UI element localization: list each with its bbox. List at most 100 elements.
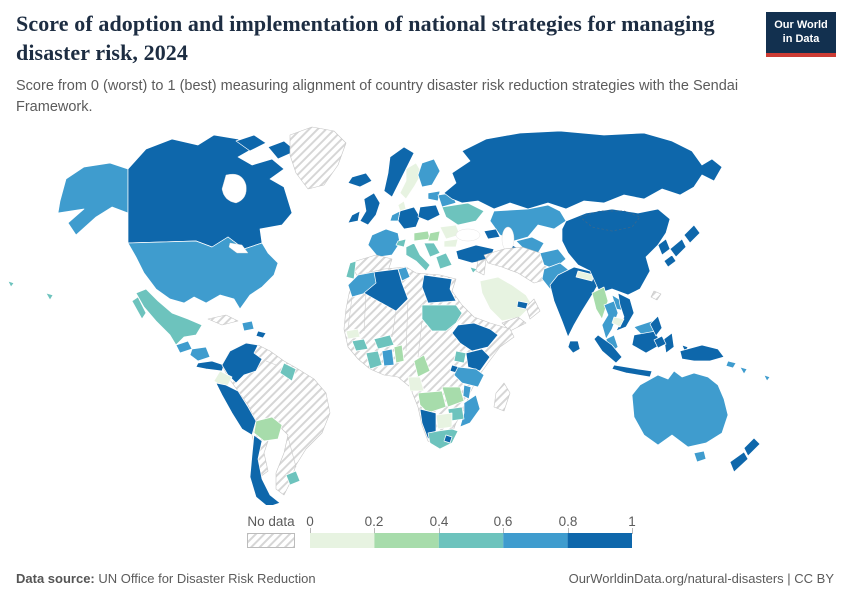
owid-logo[interactable]: Our World in Data	[766, 12, 836, 57]
country-hungary[interactable]	[427, 230, 441, 242]
legend-bin-2[interactable]	[374, 533, 439, 548]
country-zambia[interactable]	[441, 386, 465, 408]
country-papua-new-guinea[interactable]	[679, 344, 725, 362]
legend-tick-mark	[374, 528, 375, 534]
attribution-link[interactable]: OurWorldinData.org/natural-disasters | C…	[568, 571, 834, 586]
country-united-states[interactable]	[127, 236, 279, 310]
country-vietnam[interactable]	[615, 292, 635, 332]
country-thailand[interactable]	[601, 300, 619, 340]
country-china[interactable]	[561, 208, 671, 296]
country-uganda[interactable]	[453, 350, 467, 364]
africa-internal-borders	[265, 292, 423, 468]
country-gabon-congo[interactable]	[407, 376, 425, 392]
country-united-kingdom[interactable]	[359, 192, 381, 226]
country-madagascar[interactable]	[493, 382, 511, 412]
country-tanzania[interactable]	[453, 366, 485, 388]
country-canada[interactable]	[127, 134, 293, 250]
legend-bin-5[interactable]	[567, 533, 632, 548]
country-western-balkans[interactable]	[423, 242, 441, 258]
country-uae-qatar[interactable]	[516, 300, 529, 310]
country-tunisia[interactable]	[397, 266, 411, 282]
country-russia[interactable]	[443, 130, 723, 210]
country-taiwan[interactable]	[650, 290, 662, 301]
data-source-text: UN Office for Disaster Risk Reduction	[98, 571, 316, 586]
country-cyprus[interactable]	[469, 266, 478, 274]
country-norway[interactable]	[383, 146, 415, 198]
country-oman[interactable]	[525, 298, 541, 320]
legend-bin-4[interactable]	[503, 533, 568, 548]
country-egypt[interactable]	[421, 274, 457, 304]
country-sri-lanka[interactable]	[567, 340, 581, 354]
country-germany[interactable]	[397, 206, 421, 230]
country-japan[interactable]	[663, 224, 701, 268]
pacific-island-specks[interactable]	[7, 280, 54, 301]
country-new-zealand[interactable]	[729, 437, 761, 473]
country-senegal[interactable]	[345, 328, 361, 340]
legend-tick-0-2: 0.2	[364, 514, 384, 529]
country-solomon-islands[interactable]	[725, 360, 748, 375]
country-canada-arctic-islands[interactable]	[235, 134, 297, 160]
country-nicaragua-honduras[interactable]	[189, 346, 211, 362]
country-cambodia[interactable]	[611, 316, 625, 328]
country-benelux[interactable]	[389, 210, 401, 222]
country-myanmar[interactable]	[591, 286, 609, 320]
country-nepal[interactable]	[575, 270, 595, 282]
country-costa-rica-panama[interactable]	[195, 360, 225, 372]
country-botswana[interactable]	[435, 412, 453, 430]
country-ethiopia[interactable]	[451, 322, 499, 352]
country-mexico[interactable]	[131, 288, 203, 346]
country-kenya[interactable]	[465, 348, 491, 372]
country-cuba[interactable]	[207, 314, 239, 326]
country-burkina-faso[interactable]	[373, 334, 395, 350]
country-guyana[interactable]	[279, 362, 297, 382]
legend-color-bar[interactable]	[310, 533, 632, 548]
country-sudan[interactable]	[421, 304, 463, 332]
country-caucasus[interactable]	[483, 228, 501, 240]
country-colombia[interactable]	[221, 342, 263, 384]
country-mozambique[interactable]	[459, 394, 481, 428]
country-chile[interactable]	[249, 434, 281, 508]
country-bulgaria[interactable]	[443, 238, 459, 248]
country-saudi-arabia[interactable]	[479, 276, 533, 322]
country-poland[interactable]	[417, 204, 441, 222]
region-levant-no-data[interactable]	[475, 258, 487, 276]
country-france[interactable]	[367, 228, 401, 258]
country-peru[interactable]	[215, 382, 257, 436]
country-india[interactable]	[549, 266, 601, 338]
country-angola[interactable]	[417, 390, 447, 414]
country-greenland[interactable]	[289, 126, 347, 190]
country-switzerland[interactable]	[395, 238, 407, 248]
legend-tick-mark	[439, 528, 440, 534]
country-mongolia[interactable]	[579, 210, 641, 232]
country-portugal[interactable]	[345, 260, 357, 280]
country-sweden[interactable]	[399, 162, 423, 200]
country-ukraine[interactable]	[441, 202, 485, 226]
country-czechia-austria[interactable]	[413, 230, 431, 242]
country-greece[interactable]	[435, 252, 453, 270]
country-australia[interactable]	[631, 370, 729, 463]
country-malawi[interactable]	[462, 384, 472, 400]
country-iceland[interactable]	[347, 172, 373, 188]
country-ghana[interactable]	[381, 348, 395, 367]
legend-tick-mark	[568, 528, 569, 534]
country-baltic-states[interactable]	[427, 190, 441, 202]
country-dominican-republic[interactable]	[241, 320, 255, 332]
country-guinea[interactable]	[351, 338, 369, 352]
country-cote-divoire[interactable]	[365, 350, 383, 370]
legend-bin-1[interactable]	[310, 533, 375, 548]
country-alaska[interactable]	[57, 162, 129, 236]
country-finland[interactable]	[417, 158, 441, 188]
legend-tick-1: 1	[628, 514, 636, 529]
country-south-africa[interactable]	[427, 428, 459, 450]
country-philippines[interactable]	[649, 315, 667, 349]
legend-bin-3[interactable]	[438, 533, 504, 548]
country-uruguay[interactable]	[285, 470, 301, 486]
country-fiji[interactable]	[763, 374, 771, 382]
country-cameroon[interactable]	[413, 354, 431, 378]
country-ireland[interactable]	[347, 210, 361, 224]
legend-no-data-swatch[interactable]	[247, 533, 295, 548]
country-lesotho[interactable]	[443, 434, 453, 444]
country-togo-benin[interactable]	[393, 344, 405, 364]
country-bolivia[interactable]	[253, 416, 283, 442]
country-kazakhstan[interactable]	[489, 204, 567, 242]
